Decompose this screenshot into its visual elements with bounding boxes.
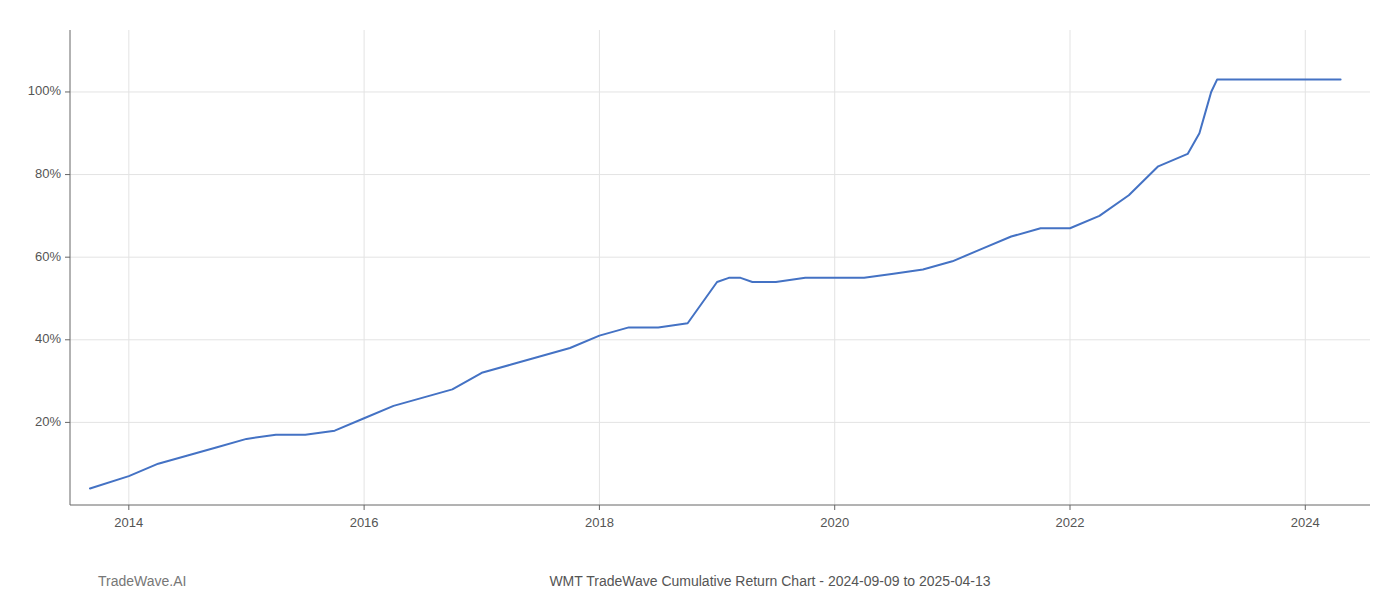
y-tick-label: 60%	[35, 249, 61, 264]
x-tick	[364, 505, 365, 510]
y-grid-line	[70, 257, 1370, 258]
x-tick-label: 2024	[1291, 515, 1320, 530]
y-tick	[65, 422, 70, 423]
title: WMT TradeWave Cumulative Return Chart - …	[549, 573, 990, 589]
x-tick	[1305, 505, 1306, 510]
y-tick	[65, 339, 70, 340]
x-grid-line	[364, 30, 365, 505]
y-axis-line	[70, 30, 71, 505]
x-tick	[128, 505, 129, 510]
x-grid-line	[128, 30, 129, 505]
x-tick-label: 2020	[820, 515, 849, 530]
y-tick	[65, 174, 70, 175]
data-line	[90, 80, 1341, 489]
watermark: TradeWave.AI	[98, 573, 186, 589]
texts: TradeWave.AI WMT TradeWave Cumulative Ret…	[98, 573, 991, 589]
y-tick-label: 80%	[35, 166, 61, 181]
x-tick-label: 2014	[114, 515, 143, 530]
y-tick-label: 20%	[35, 414, 61, 429]
axes: 2014 2016 2018 2020 2022 2024 20% 40% 60% 80% 100%	[28, 30, 1370, 530]
y-tick	[65, 91, 70, 92]
x-tick	[1070, 505, 1071, 510]
y-grid-line	[70, 174, 1370, 175]
x-tick	[599, 505, 600, 510]
chart: 2014 2016 2018 2020 2022 2024 20% 40% 60% 80% 100%…	[0, 0, 1400, 600]
y-tick-label: 40%	[35, 331, 61, 346]
x-grid-line	[599, 30, 600, 505]
y-tick-label: 100%	[28, 83, 62, 98]
y-grid-line	[70, 91, 1370, 92]
x-tick	[834, 505, 835, 510]
x-grid-line	[834, 30, 835, 505]
y-tick	[65, 257, 70, 258]
plot-area	[90, 80, 1341, 489]
y-grid-line	[70, 339, 1370, 340]
x-tick-label: 2016	[350, 515, 379, 530]
x-grid-line	[1070, 30, 1071, 505]
x-grid-line	[1305, 30, 1306, 505]
x-tick-label: 2022	[1056, 515, 1085, 530]
x-tick-label: 2018	[585, 515, 614, 530]
y-grid-line	[70, 422, 1370, 423]
grid	[70, 30, 1370, 505]
x-axis-line	[70, 505, 1370, 506]
